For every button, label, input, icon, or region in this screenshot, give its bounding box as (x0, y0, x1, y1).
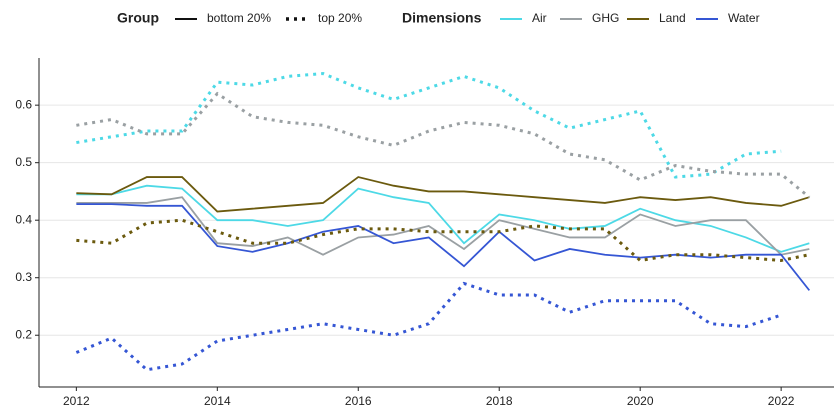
y-tick-label: 0.5 (15, 155, 32, 169)
legend-label: Water (728, 11, 760, 25)
x-tick-label: 2022 (768, 394, 795, 406)
series-line (75, 281, 782, 372)
legend-label: GHG (592, 11, 619, 25)
x-tick-label: 2020 (627, 394, 654, 406)
x-tick-label: 2016 (345, 394, 372, 406)
legend-label: Air (532, 11, 547, 25)
y-tick-label: 0.4 (15, 212, 32, 226)
x-tick-label: 2018 (486, 394, 513, 406)
legend-label: Land (659, 11, 686, 25)
series-line (76, 176, 810, 213)
legend-label: top 20% (318, 11, 362, 25)
legend-label: bottom 20% (207, 11, 271, 25)
legend-title: Group (117, 10, 159, 26)
y-tick-label: 0.6 (15, 97, 32, 111)
x-tick-label: 2012 (63, 394, 90, 406)
series-line (76, 184, 810, 253)
legend-title: Dimensions (402, 10, 482, 26)
series-line (76, 196, 810, 256)
y-tick-label: 0.2 (15, 327, 32, 341)
x-tick-label: 2014 (204, 394, 231, 406)
series-line (76, 218, 810, 263)
y-tick-label: 0.3 (15, 270, 32, 284)
series-line (76, 72, 782, 179)
